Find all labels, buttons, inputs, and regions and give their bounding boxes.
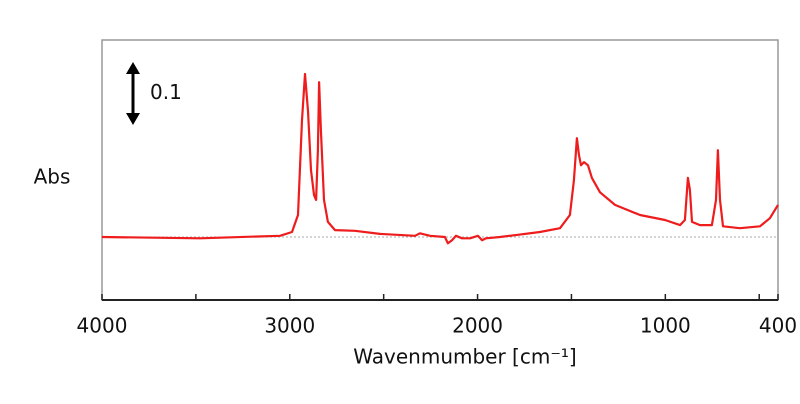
scale-arrow-head — [126, 62, 140, 74]
scale-arrow-head — [126, 112, 140, 125]
x-tick-label: 2000 — [452, 314, 503, 338]
x-tick-label: 4000 — [77, 314, 128, 338]
plot-frame — [101, 39, 779, 301]
scale-bar-label: 0.1 — [150, 80, 182, 104]
x-tick-label: 1000 — [640, 314, 691, 338]
x-tick-label: 400 — [759, 314, 797, 338]
spectrum-line — [101, 72, 779, 245]
x-tick-label: 3000 — [264, 314, 315, 338]
x-axis-label: Wavenmumber [cm⁻¹] — [353, 345, 576, 369]
y-axis-label: Abs — [34, 165, 71, 189]
